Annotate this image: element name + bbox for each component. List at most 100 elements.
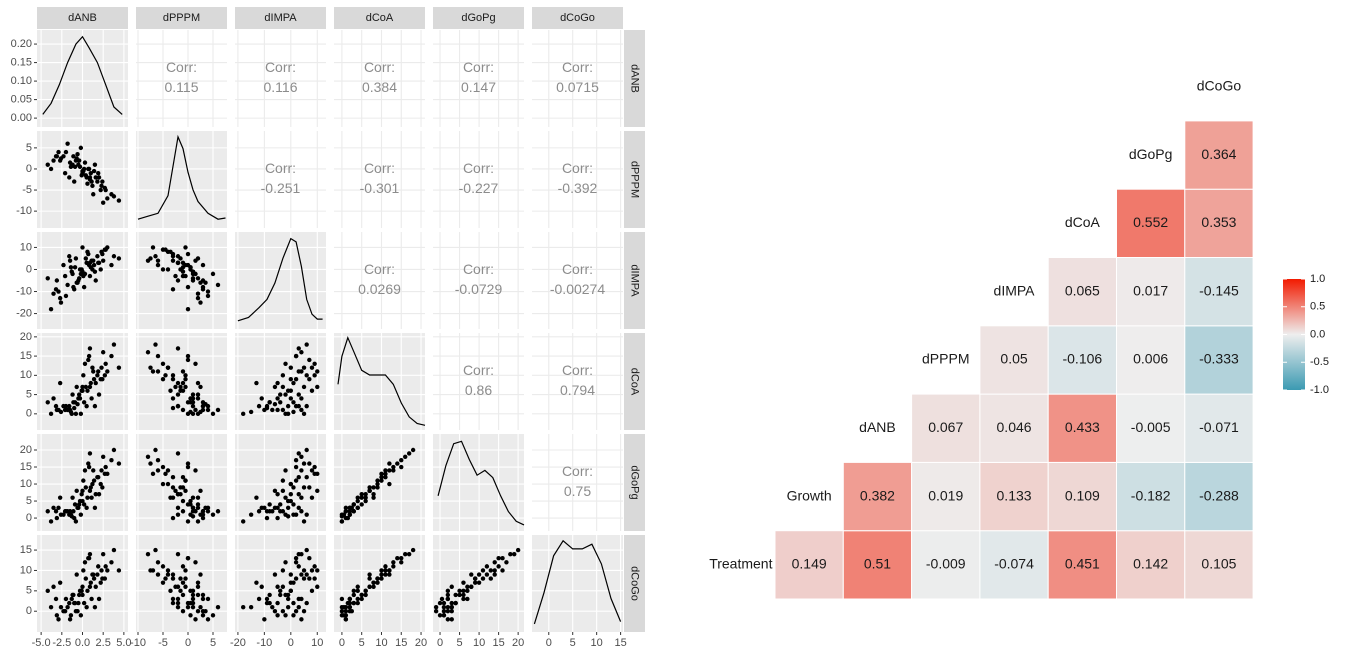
scatter-point [175, 260, 181, 266]
scatter-point [293, 609, 299, 614]
scatter-point [96, 392, 102, 397]
scatter-point [180, 509, 186, 514]
scatter-point [296, 451, 301, 456]
scatter-point [301, 485, 307, 490]
scatter-point [88, 170, 93, 176]
scatter-point [283, 560, 288, 565]
scatter-point [88, 485, 93, 490]
scatter-point [116, 365, 122, 370]
scatter-point [254, 495, 259, 500]
y-tick-label: 15 [20, 461, 32, 473]
scatter-point [57, 295, 63, 301]
scatter-point [183, 478, 188, 483]
scatter-point [56, 617, 61, 622]
scatter-point [45, 588, 50, 594]
heatmap-cell [774, 530, 844, 600]
variable-label: dCoGo [1197, 77, 1242, 93]
cell-label: 0.142 [1133, 556, 1168, 572]
scatter-point [347, 509, 353, 514]
scatter-point [315, 384, 320, 390]
scatter-point [347, 604, 353, 610]
scatter-point [96, 492, 102, 497]
scatter-point [153, 254, 158, 259]
scatter-point [96, 369, 101, 374]
scatter-point [339, 609, 345, 614]
scatter-point [291, 380, 296, 386]
scatter-point [178, 492, 183, 497]
heatmap-cell [1184, 325, 1254, 395]
corr-value: 0.0269 [358, 281, 401, 297]
corr-value: -0.301 [360, 180, 400, 196]
scatter-point [180, 273, 186, 279]
scatter-point [363, 495, 368, 500]
scatter-point [165, 365, 171, 370]
colorbar-label: 0.5 [1310, 301, 1325, 313]
scatter-point [68, 613, 74, 618]
scatter-point [355, 588, 360, 594]
scatter-point [476, 572, 482, 577]
scatter-point [484, 572, 490, 577]
scatter-point [178, 588, 183, 594]
scatter-point [367, 584, 372, 589]
scatter-point [180, 475, 186, 480]
scatter-point [283, 468, 288, 473]
scatter-point [441, 604, 447, 610]
y-tick-label: -20 [16, 307, 32, 319]
scatter-point [200, 613, 206, 618]
x-tick-label: 20 [415, 637, 427, 649]
x-tick-label: -10 [256, 637, 272, 649]
scatter-point [469, 584, 474, 589]
cell-label: 0.065 [1065, 282, 1100, 298]
scatter-point [88, 380, 93, 386]
scatter-point [80, 168, 85, 174]
scatter-point [441, 609, 447, 614]
scatter-point [74, 488, 79, 494]
scatter-point [391, 560, 396, 565]
scatter-point [180, 380, 186, 386]
scatter-point [81, 600, 87, 606]
scatter-point [200, 512, 206, 517]
scatter-point [51, 158, 56, 163]
scatter-point [347, 596, 353, 602]
y-tick-label: 0 [26, 408, 32, 420]
scatter-point [307, 461, 312, 466]
heatmap-cell [979, 325, 1049, 395]
scatter-point [180, 498, 186, 504]
scatter-point [359, 502, 364, 507]
scatter-point [267, 502, 272, 507]
scatter-point [355, 505, 360, 511]
scatter-point [79, 267, 84, 272]
scatter-point [299, 454, 304, 460]
scatter-point [82, 361, 88, 366]
variable-label: dANB [859, 419, 896, 435]
scatter-point [68, 164, 74, 170]
scatter-point [79, 388, 84, 393]
scatter-point [280, 488, 286, 494]
scatter-point [188, 613, 193, 618]
x-tick-label: -10 [130, 637, 146, 649]
scatter-point [91, 376, 97, 382]
corr-value: 0.0715 [556, 79, 599, 95]
scatter-point [96, 170, 101, 176]
strip [624, 434, 645, 531]
scatter-point [437, 600, 443, 606]
scatter-point [183, 568, 188, 573]
heatmap-cell [1184, 120, 1254, 190]
scatter-point [343, 509, 349, 514]
variable-label: dGoPg [1129, 146, 1173, 162]
scatter-point [301, 365, 307, 370]
scatter-point [57, 380, 63, 386]
scatter-point [291, 400, 296, 405]
cell-label: -0.071 [1199, 419, 1239, 435]
scatter-point [465, 596, 470, 602]
cell-label: 0.433 [1065, 419, 1100, 435]
scatter-point [89, 396, 94, 401]
scatter-point [256, 596, 262, 602]
scatter-point [48, 519, 54, 524]
scatter-point [472, 580, 478, 585]
scatter-point [58, 604, 64, 610]
scatter-point [210, 411, 216, 417]
scatter-point [76, 505, 81, 511]
scatter-point [178, 576, 183, 581]
scatter-point [153, 342, 158, 347]
